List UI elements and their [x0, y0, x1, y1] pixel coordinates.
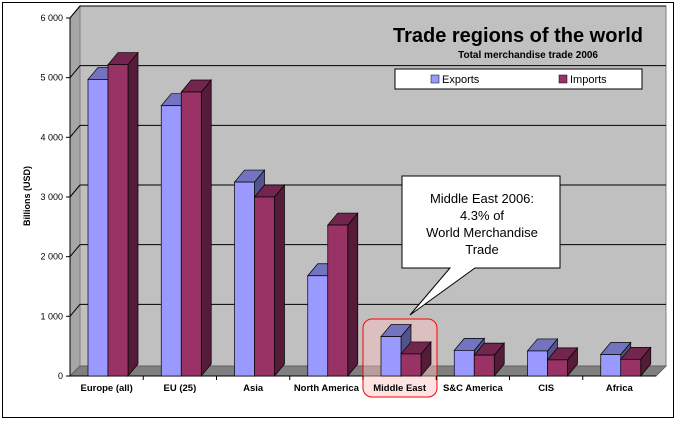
bar-imports-s-c-america — [473, 342, 505, 377]
x-axis-categories: Europe (all) EU (25) Asia North America Midd… — [80, 376, 634, 394]
legend: Exports Imports — [394, 68, 643, 90]
gridline-side — [69, 184, 81, 198]
bar-front — [527, 350, 548, 377]
bar-front — [307, 275, 329, 377]
legend-label-imports: Imports — [570, 74, 607, 86]
legend-swatch-exports — [430, 74, 440, 84]
y-tick-label: 3 000 — [40, 192, 63, 202]
bar-front — [234, 181, 255, 377]
x-tick-label-eu-25: EU (25) — [164, 383, 197, 394]
gridline-side — [69, 304, 81, 317]
bar-front — [473, 354, 495, 377]
bar-front — [254, 196, 275, 377]
gridline-side — [69, 5, 81, 19]
bar-front — [327, 224, 349, 377]
y-tick-label: 0 — [58, 371, 63, 381]
bar-front — [87, 79, 109, 377]
gridline-side — [69, 65, 81, 78]
x-tick-label-europe-all: Europe (all) — [80, 383, 132, 394]
bar-front — [453, 349, 475, 377]
bar-imports-eu-25 — [180, 79, 212, 377]
y-axis-label: Billions (USD) — [22, 166, 32, 226]
bar-front — [400, 353, 422, 377]
bar-imports-asia — [253, 184, 286, 377]
y-axis-ticks: 0 1 000 2 000 3 000 4 000 5 000 6 000 — [40, 13, 70, 381]
bar-imports-europe-all — [107, 51, 139, 377]
annotation-callout — [401, 175, 561, 316]
bar-imports-north-america — [327, 212, 359, 377]
x-tick-label-middle-east: Middle East — [373, 383, 427, 394]
x-tick-label-cis: CIS — [538, 383, 554, 394]
bar-front — [180, 91, 202, 377]
bar-front — [600, 354, 622, 377]
bar-front — [107, 64, 129, 377]
y-tick-label: 2 000 — [40, 252, 63, 262]
y-tick-label: 5 000 — [40, 73, 63, 83]
bar-side — [127, 51, 139, 377]
bar-imports-cis — [546, 346, 579, 377]
annotation-line-4: Trade — [465, 242, 498, 257]
annotation-line-1: Middle East 2006: — [430, 191, 534, 206]
gridline-side — [69, 125, 81, 138]
bar-imports-africa — [620, 346, 652, 377]
legend-label-exports: Exports — [442, 74, 480, 86]
chart-subtitle: Total merchandise trade 2006 — [458, 50, 598, 61]
x-tick-label-africa: Africa — [606, 383, 634, 394]
bar-side — [200, 79, 212, 377]
bar-front — [160, 105, 182, 377]
bar-side — [347, 212, 359, 377]
x-tick-label-s-c-america: S&C America — [443, 383, 504, 394]
annotation-line-3: World Merchandise — [426, 225, 538, 240]
bar-side — [274, 184, 285, 377]
y-tick-label: 6 000 — [40, 13, 63, 23]
bar-front — [620, 358, 642, 377]
x-tick-label-asia: Asia — [243, 383, 264, 394]
chart-title: Trade regions of the world — [393, 25, 643, 47]
y-tick-label: 4 000 — [40, 132, 63, 142]
legend-swatch-imports — [558, 74, 568, 84]
bar-imports-middle-east — [400, 340, 432, 377]
bar-front — [547, 359, 568, 377]
x-tick-label-north-america: North America — [294, 383, 360, 394]
legend-box — [394, 68, 643, 90]
bars — [87, 51, 652, 377]
bar-front — [380, 336, 402, 377]
y-tick-label: 1 000 — [40, 311, 63, 321]
gridline-side — [69, 244, 81, 257]
annotation-line-2: 4.3% of — [460, 208, 504, 223]
